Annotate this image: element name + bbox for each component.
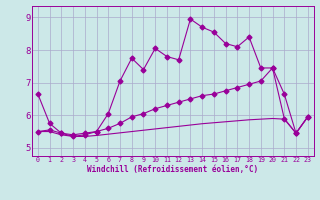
X-axis label: Windchill (Refroidissement éolien,°C): Windchill (Refroidissement éolien,°C) [87, 165, 258, 174]
